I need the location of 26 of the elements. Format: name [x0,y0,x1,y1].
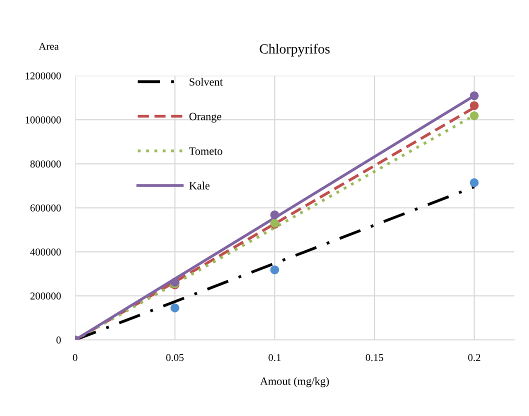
y-axis-title: Area [38,42,59,50]
x-tick-label: 0.1 [268,354,281,362]
legend-label: Orange [189,112,222,123]
y-tick-label: 800000 [30,160,61,168]
y-tick-label: 1000000 [26,116,61,124]
y-tick-label: 0 [56,336,61,344]
x-tick-label: 0 [72,354,78,362]
x-tick-label: 0.05 [166,354,184,362]
x-tick-label: 0.15 [366,354,384,362]
x-tick-label: 0.2 [468,354,480,362]
point [470,101,479,110]
point [270,210,280,220]
legend-label: Solvent [190,78,223,86]
y-tick-label: 200000 [30,292,61,300]
chart-title: Chlorpyrifos [260,44,330,56]
point [470,91,479,100]
point [270,265,280,274]
point [470,178,479,188]
point [470,111,479,120]
point [170,304,180,312]
y-tick-label: 400000 [30,248,61,256]
legend-label: Kale [189,182,210,190]
y-tick-label: 600000 [30,204,61,212]
legend-label: Tometo [189,147,222,155]
y-tick-label: 1200000 [26,72,61,80]
x-axis-title: Amout (mg/kg) [260,377,329,388]
